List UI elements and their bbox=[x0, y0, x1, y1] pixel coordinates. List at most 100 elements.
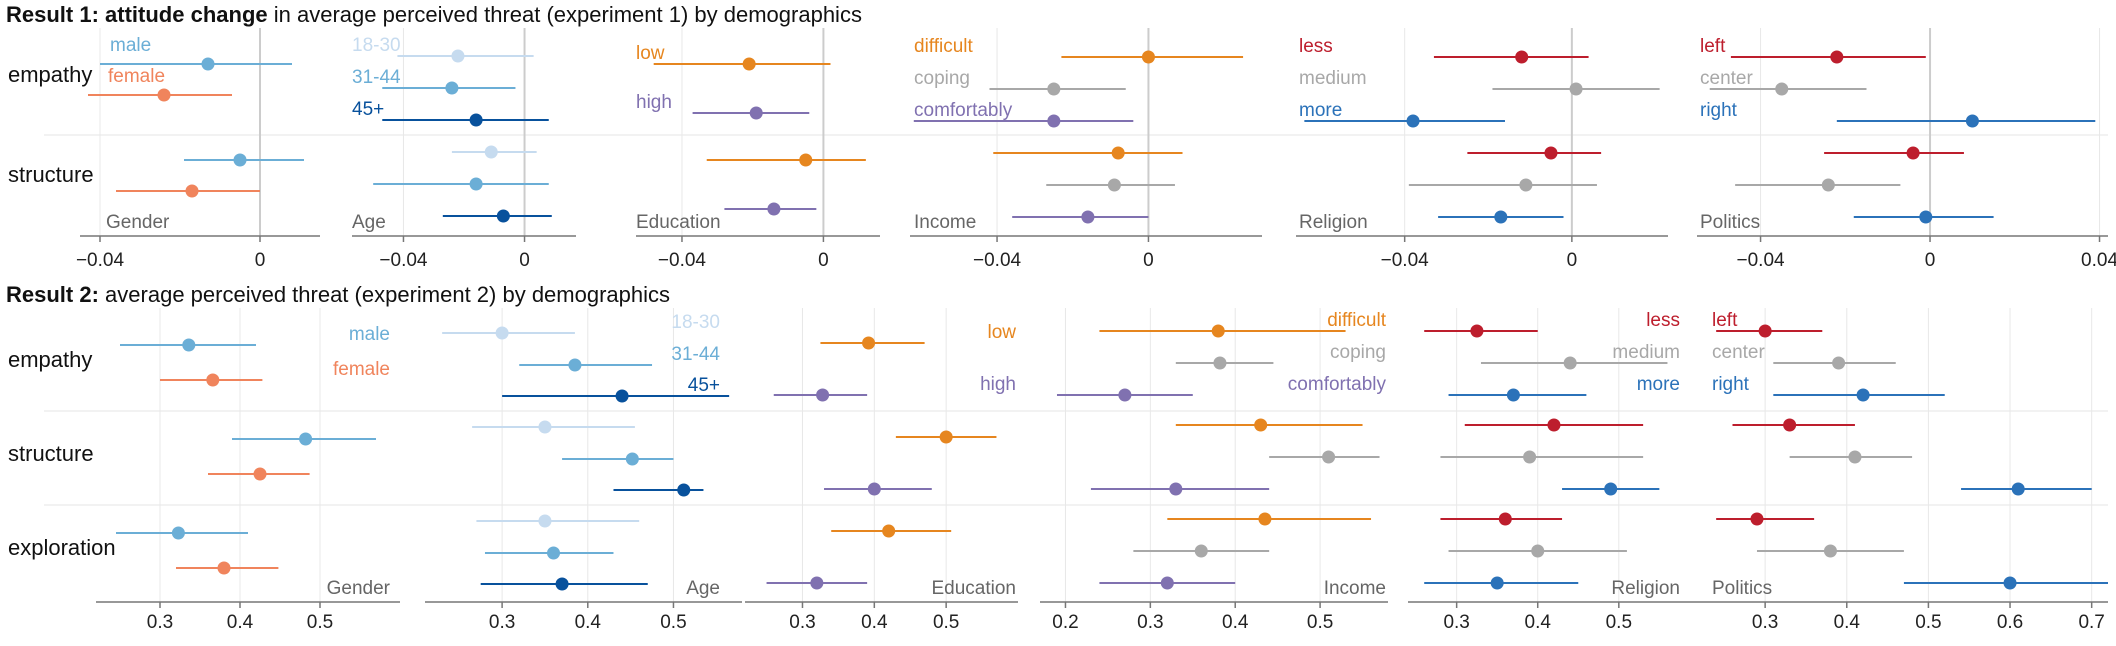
result1-politics-empathy-point-center bbox=[1775, 82, 1789, 96]
result1-income-empathy-point-coping bbox=[1047, 82, 1061, 96]
result2-religion-panel-title: Religion bbox=[1611, 578, 1680, 599]
result2-title: Result 2: average perceived threat (expe… bbox=[6, 282, 670, 308]
result1-age-tick-label: −0.04 bbox=[379, 250, 428, 271]
result2-politics-tick-label: 0.7 bbox=[2078, 612, 2104, 633]
result1-politics-structure-point-left bbox=[1906, 146, 1920, 160]
result2-gender-structure-point-male bbox=[299, 432, 313, 446]
result2-education-exploration-point-low bbox=[882, 524, 896, 538]
result1-gender-empathy-point-female bbox=[157, 88, 171, 102]
result2-education-structure-point-low bbox=[939, 430, 953, 444]
result2-age-structure-point-45+ bbox=[677, 483, 691, 497]
result1-politics-panel-title: Politics bbox=[1700, 212, 1760, 233]
result1-age-empathy-point-18-30 bbox=[451, 49, 465, 63]
result2-gender-exploration-point-female bbox=[217, 561, 231, 575]
result2-education-panel-title: Education bbox=[931, 578, 1016, 599]
result1-education-legend-low: low bbox=[636, 43, 665, 64]
result2-religion-structure-point-medium bbox=[1523, 450, 1537, 464]
result2-politics-tick-label: 0.4 bbox=[1834, 612, 1861, 633]
result1-religion-structure-point-medium bbox=[1519, 178, 1533, 192]
result1-politics-tick-label: 0 bbox=[1925, 250, 1936, 271]
result2-politics-exploration-point-right bbox=[2003, 576, 2017, 590]
result2-row-label-structure: structure bbox=[8, 441, 94, 466]
result2-age-legend-31-44: 31-44 bbox=[671, 344, 720, 365]
result1-religion-structure-point-more bbox=[1494, 210, 1508, 224]
result2-gender-legend-female: female bbox=[333, 359, 390, 380]
result1-gender-legend-female: female bbox=[108, 66, 165, 87]
result2-religion-legend-medium: medium bbox=[1612, 342, 1680, 363]
result2-religion-structure-point-more bbox=[1604, 482, 1618, 496]
result2-religion-tick-label: 0.3 bbox=[1443, 612, 1469, 633]
result1-education-tick-label: −0.04 bbox=[658, 250, 707, 271]
result2-gender-empathy-point-female bbox=[206, 373, 220, 387]
result1-age-structure-point-45+ bbox=[496, 209, 510, 223]
result2-age-structure-point-18-30 bbox=[538, 420, 552, 434]
result1-income-tick-label: −0.04 bbox=[973, 250, 1022, 271]
result1-title-prefix: Result 1: bbox=[6, 2, 99, 27]
result1-row-label-empathy: empathy bbox=[8, 62, 92, 87]
result1-education-legend-high: high bbox=[636, 92, 672, 113]
result2-gender-empathy-point-male bbox=[182, 338, 196, 352]
result2-politics-exploration-point-center bbox=[1823, 544, 1837, 558]
result2-age-legend-45-: 45+ bbox=[688, 375, 720, 396]
result2-age-exploration-point-18-30 bbox=[538, 514, 552, 528]
result2-age-empathy-point-31-44 bbox=[568, 358, 582, 372]
result1-religion-structure-point-less bbox=[1544, 146, 1558, 160]
result1-income-tick-label: 0 bbox=[1143, 250, 1154, 271]
result1-gender-legend-male: male bbox=[110, 35, 151, 56]
result1-title-bold: attitude change bbox=[105, 2, 268, 27]
result1-education-empathy-point-high bbox=[749, 106, 763, 120]
result2-income-empathy-point-coping bbox=[1213, 356, 1227, 370]
result2-row-label-empathy: empathy bbox=[8, 347, 92, 372]
result2-education-tick-label: 0.3 bbox=[789, 612, 815, 633]
result2-religion-empathy-point-less bbox=[1470, 324, 1484, 338]
result2-education-empathy-point-high bbox=[816, 388, 830, 402]
result2-education-tick-label: 0.5 bbox=[933, 612, 959, 633]
result2-politics-structure-point-right bbox=[2011, 482, 2025, 496]
result1-education-panel-title: Education bbox=[636, 212, 721, 233]
result1-age-empathy-point-45+ bbox=[469, 113, 483, 127]
result2-age-panel-title: Age bbox=[686, 578, 720, 599]
result2-title-rest: average perceived threat (experiment 2) … bbox=[105, 282, 671, 307]
result2-income-legend-coping: coping bbox=[1330, 342, 1386, 363]
result2-education-empathy-point-low bbox=[862, 336, 876, 350]
result2-religion-tick-label: 0.4 bbox=[1525, 612, 1552, 633]
result1-age-structure-point-18-30 bbox=[484, 145, 498, 159]
result1-income-empathy-point-difficult bbox=[1141, 50, 1155, 64]
result2-politics-tick-label: 0.6 bbox=[1997, 612, 2023, 633]
result2-income-structure-point-coping bbox=[1322, 450, 1336, 464]
result1-age-structure-point-31-44 bbox=[469, 177, 483, 191]
result1-age-legend-31-44: 31-44 bbox=[352, 67, 401, 88]
result1-politics-legend-right: right bbox=[1700, 100, 1738, 121]
result1-religion-panel-title: Religion bbox=[1299, 212, 1368, 233]
result2-gender-panel-title: Gender bbox=[327, 578, 391, 599]
result1-gender-structure-point-male bbox=[233, 153, 247, 167]
result1-religion-legend-more: more bbox=[1299, 100, 1342, 121]
result1-income-legend-difficult: difficult bbox=[914, 36, 974, 57]
result2-income-exploration-point-coping bbox=[1194, 544, 1208, 558]
result1-education-tick-label: 0 bbox=[818, 250, 829, 271]
result2-politics-legend-left: left bbox=[1712, 310, 1738, 331]
result1-education-structure-point-low bbox=[799, 153, 813, 167]
result2-income-structure-point-comfortably bbox=[1169, 482, 1183, 496]
result2-politics-empathy-point-center bbox=[1832, 356, 1846, 370]
result1-gender-tick-label: −0.04 bbox=[76, 250, 125, 271]
result1-income-structure-point-comfortably bbox=[1081, 210, 1095, 224]
result2-income-panel-title: Income bbox=[1324, 578, 1386, 599]
result1-politics-tick-label: 0.04 bbox=[2081, 250, 2116, 271]
result2-age-tick-label: 0.5 bbox=[660, 612, 686, 633]
result2-politics-legend-right: right bbox=[1712, 374, 1750, 395]
result1-income-legend-coping: coping bbox=[914, 68, 970, 89]
result2-gender-exploration-point-male bbox=[171, 526, 185, 540]
result1-age-panel-title: Age bbox=[352, 212, 386, 233]
result2-education-legend-high: high bbox=[980, 374, 1016, 395]
result1-politics-empathy-point-left bbox=[1830, 50, 1844, 64]
result1-religion-empathy-point-more bbox=[1406, 114, 1420, 128]
result2-religion-tick-label: 0.5 bbox=[1606, 612, 1632, 633]
result2-income-structure-point-difficult bbox=[1254, 418, 1268, 432]
result2-religion-exploration-point-more bbox=[1490, 576, 1504, 590]
result2-age-legend-18-30: 18-30 bbox=[671, 312, 720, 333]
result2-religion-empathy-point-more bbox=[1506, 388, 1520, 402]
result2-politics-empathy-point-left bbox=[1758, 324, 1772, 338]
result2-gender-structure-point-female bbox=[253, 467, 267, 481]
